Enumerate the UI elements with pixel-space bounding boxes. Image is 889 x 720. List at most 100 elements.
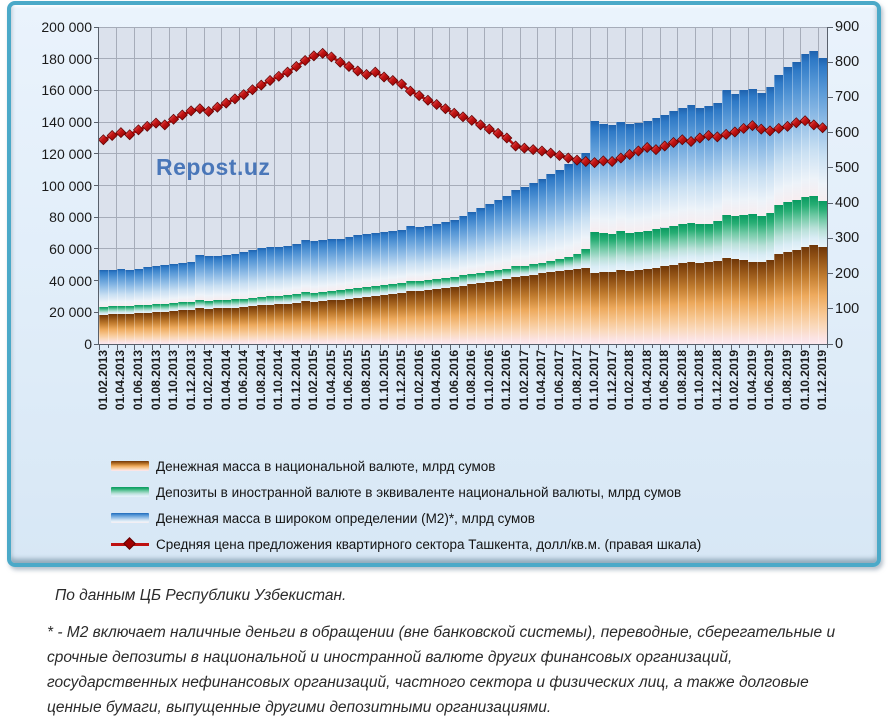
price-line [102, 52, 823, 164]
price-marker-diamond-icon [299, 54, 311, 66]
left-axis-tick-label: 160 000 [41, 82, 92, 99]
price-marker-diamond-icon [466, 114, 478, 126]
price-marker-diamond-icon [685, 135, 697, 147]
bar-segment-deposits [388, 284, 398, 295]
bar-segment-deposits [283, 295, 292, 304]
bar-segment-m2 [318, 240, 328, 292]
right-axis-tick-label: 100 [835, 300, 860, 317]
bar-segment-national-currency [712, 260, 722, 344]
bar-segment-national-currency [221, 308, 231, 344]
bar-segment-deposits [379, 285, 389, 295]
gridline-vertical [379, 27, 381, 344]
x-axis-tick [493, 345, 495, 348]
price-marker-diamond-icon [624, 149, 636, 160]
price-marker-diamond-icon [711, 131, 723, 143]
bar-segment-m2 [467, 211, 477, 274]
stacked-bar [625, 27, 635, 344]
stacked-bar [265, 27, 275, 344]
bar-segment-deposits [502, 269, 512, 280]
right-axis-tick [828, 167, 833, 169]
price-marker-diamond-icon [361, 69, 373, 81]
x-axis-tick [528, 345, 530, 348]
x-axis-label: 01.06.2018 [657, 350, 672, 411]
stacked-bar [248, 27, 257, 344]
bar-segment-deposits [134, 305, 143, 314]
gridline-vertical [414, 27, 416, 344]
bar-segment-deposits [327, 291, 336, 301]
price-marker-diamond-icon [378, 71, 390, 83]
price-marker-diamond-icon [422, 94, 434, 106]
bar-segment-m2 [791, 61, 801, 200]
bar-segment-m2 [248, 249, 257, 299]
bar-segment-m2 [739, 90, 749, 215]
bar-segment-deposits [634, 232, 643, 271]
x-axis-label: 01.02.2016 [411, 350, 426, 411]
price-marker-diamond-icon [255, 79, 267, 91]
bar-segment-m2 [107, 269, 117, 307]
bar-segment-deposits [791, 199, 801, 250]
stacked-bar [520, 27, 529, 344]
x-axis-tick [151, 345, 153, 350]
stacked-bar [239, 27, 249, 344]
bar-segment-m2 [520, 187, 529, 266]
x-axis-label: 01.08.2017 [569, 350, 584, 411]
x-axis-tick [590, 345, 592, 350]
bar-segment-deposits [476, 272, 485, 284]
stacked-bar [660, 27, 670, 344]
bar-segment-deposits [616, 231, 626, 271]
x-axis-label: 01.06.2015 [341, 350, 356, 411]
gridline-vertical [309, 27, 310, 344]
bar-segment-national-currency [248, 306, 257, 344]
left-axis-tick-label: 80 000 [49, 209, 92, 226]
stacked-bar [467, 27, 477, 344]
gridline-vertical [501, 27, 503, 344]
bar-segment-m2 [563, 164, 573, 257]
price-marker-diamond-icon [457, 111, 469, 123]
bar-segment-m2 [660, 114, 670, 228]
x-axis-tick [327, 345, 329, 350]
gridline-vertical [133, 27, 135, 344]
price-marker-diamond-icon [396, 78, 408, 90]
gridline-vertical [344, 27, 346, 344]
bar-segment-deposits [423, 280, 433, 291]
bar-segment-national-currency [791, 249, 801, 344]
price-marker-diamond-icon [746, 120, 758, 132]
x-axis-tick [739, 345, 741, 348]
x-axis-label: 01.02.2015 [306, 350, 321, 411]
bar-segment-deposits [598, 233, 608, 273]
price-marker-diamond-icon [413, 90, 425, 102]
price-marker-diamond-icon [536, 145, 548, 157]
bar-segment-national-currency [476, 283, 485, 344]
price-marker-diamond-icon [176, 109, 188, 121]
x-axis-tick [239, 345, 241, 350]
bar-segment-deposits [432, 279, 442, 290]
bar-segment-m2 [607, 125, 617, 234]
price-marker-diamond-icon [475, 119, 487, 131]
bar-segment-m2 [555, 169, 564, 260]
x-axis-label: 01.02.2018 [622, 350, 637, 411]
price-marker-diamond-icon [694, 132, 706, 144]
bar-segment-m2 [528, 183, 538, 265]
bar-segment-deposits [660, 227, 670, 267]
legend-label: Денежная масса в национальной валюте, мл… [156, 458, 496, 474]
chart-frame: 0 20 000 40 000 60 000 80 000 100 000 120 000 1… [7, 1, 881, 567]
stacked-bar [177, 27, 187, 344]
x-axis-tick [248, 345, 250, 348]
gridline-vertical [326, 27, 328, 344]
left-axis-tick-label: 120 000 [41, 145, 92, 162]
price-marker-diamond-icon [211, 101, 223, 113]
gridline-vertical [396, 27, 398, 344]
stacked-bar [774, 27, 784, 344]
bar-segment-national-currency [177, 310, 187, 344]
bar-segment-m2 [511, 190, 520, 267]
bar-segment-national-currency [327, 300, 336, 344]
stacked-bar [388, 27, 398, 344]
stacked-bar [730, 27, 740, 344]
price-marker-diamond-icon [404, 85, 416, 97]
bar-segment-deposits [230, 299, 240, 308]
bar-segment-national-currency [441, 288, 450, 344]
bar-segment-national-currency [607, 271, 617, 344]
stacked-bar [669, 27, 678, 344]
bar-segment-m2 [721, 89, 731, 215]
bar-segment-m2 [388, 231, 398, 285]
